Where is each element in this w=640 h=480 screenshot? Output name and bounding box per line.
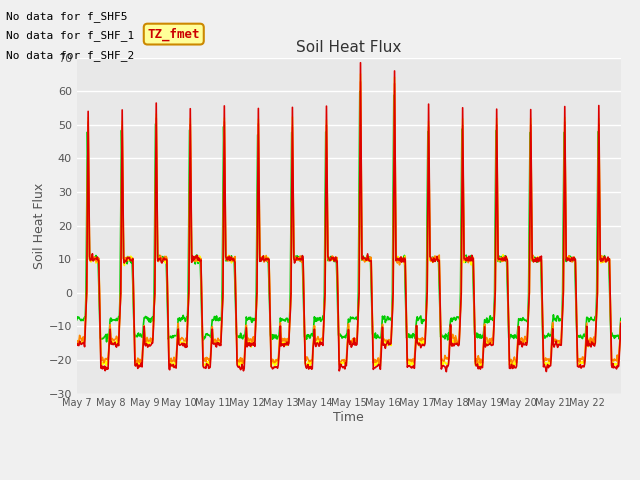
Text: No data for f_SHF5: No data for f_SHF5 — [6, 11, 128, 22]
X-axis label: Time: Time — [333, 411, 364, 424]
Text: No data for f_SHF_1: No data for f_SHF_1 — [6, 30, 134, 41]
Text: No data for f_SHF_2: No data for f_SHF_2 — [6, 49, 134, 60]
Title: Soil Heat Flux: Soil Heat Flux — [296, 40, 401, 55]
Y-axis label: Soil Heat Flux: Soil Heat Flux — [33, 182, 45, 269]
Legend: SHF1, SHF2, SHF3, SHF4: SHF1, SHF2, SHF3, SHF4 — [176, 474, 522, 480]
Text: TZ_fmet: TZ_fmet — [147, 27, 200, 41]
